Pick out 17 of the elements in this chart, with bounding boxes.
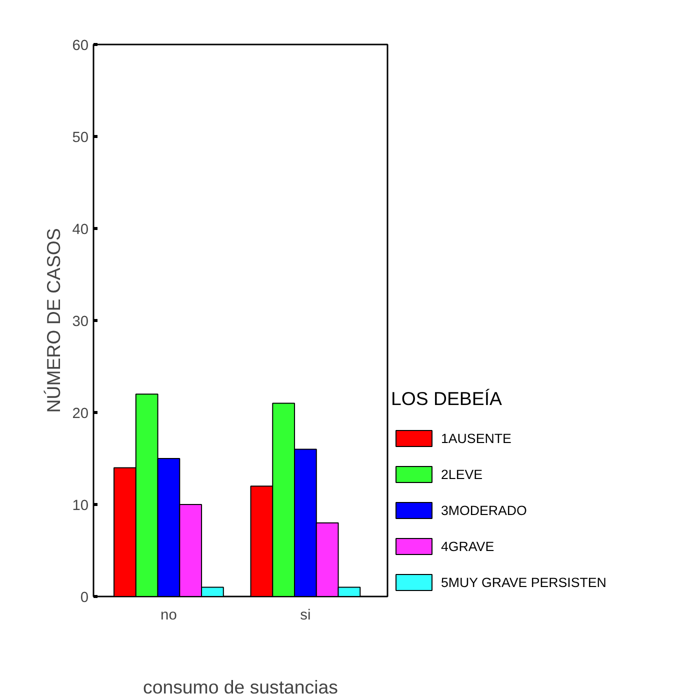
legend-label: 5MUY GRAVE PERSISTEN [441, 574, 606, 590]
y-tick-label: 0 [80, 590, 89, 606]
x-axis-title: consumo de sustancias [143, 676, 338, 697]
y-tick-label: 10 [72, 498, 89, 514]
legend-title: LOS DEBEÍA [391, 388, 503, 410]
legend-label: 1AUSENTE [441, 430, 512, 446]
y-tick-label: 40 [72, 222, 89, 238]
x-tick-label: no [160, 608, 177, 624]
y-tick-label: 60 [72, 38, 89, 54]
y-axis-title: NÚMERO DE CASOS [43, 228, 64, 413]
y-tick-label: 30 [72, 314, 89, 330]
x-tick-label: si [300, 608, 311, 624]
y-tick-label: 20 [72, 406, 89, 422]
legend-label: 4GRAVE [441, 538, 494, 554]
legend-label: 2LEVE [441, 466, 482, 482]
legend-label: 3MODERADO [441, 502, 527, 518]
y-tick-label: 50 [72, 130, 89, 146]
